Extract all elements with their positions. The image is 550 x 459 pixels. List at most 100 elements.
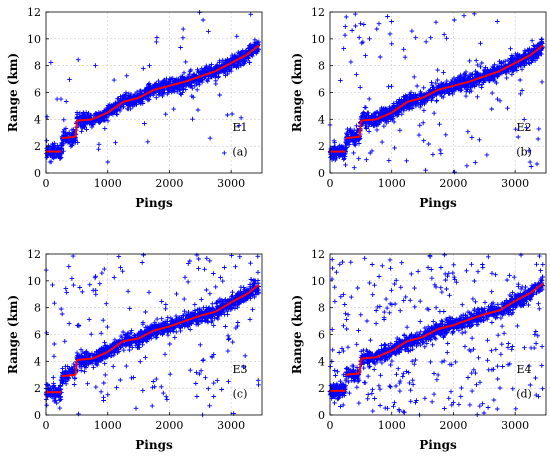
data-point bbox=[143, 309, 148, 315]
x-tick-label: 0 bbox=[43, 419, 50, 432]
y-tick-label: 6 bbox=[318, 87, 325, 100]
data-point bbox=[161, 390, 166, 396]
data-point bbox=[206, 29, 211, 34]
data-point bbox=[93, 288, 98, 293]
data-point bbox=[93, 292, 99, 297]
data-point bbox=[225, 333, 231, 339]
data-point bbox=[443, 132, 449, 138]
data-point bbox=[343, 24, 348, 29]
data-point bbox=[91, 365, 96, 370]
data-point bbox=[421, 85, 426, 91]
y-tick-label: 10 bbox=[311, 33, 325, 46]
data-point bbox=[452, 169, 457, 175]
data-point bbox=[539, 344, 545, 349]
data-point bbox=[56, 154, 61, 159]
data-point bbox=[146, 290, 152, 295]
data-point bbox=[102, 266, 107, 272]
data-point bbox=[207, 291, 213, 296]
data-point bbox=[48, 159, 54, 165]
data-point bbox=[207, 63, 212, 69]
data-point bbox=[438, 285, 444, 290]
reference-segment bbox=[199, 70, 217, 78]
data-point bbox=[160, 90, 165, 96]
data-point bbox=[338, 294, 344, 299]
data-point bbox=[236, 123, 242, 128]
data-point bbox=[234, 34, 240, 39]
data-point bbox=[142, 121, 147, 126]
data-point bbox=[52, 143, 58, 149]
data-point bbox=[79, 129, 84, 134]
data-point bbox=[111, 275, 117, 280]
data-point bbox=[195, 78, 201, 83]
data-point bbox=[385, 14, 390, 19]
data-point bbox=[256, 39, 262, 45]
experiment-id-label: E3 bbox=[232, 363, 247, 376]
data-point bbox=[342, 32, 348, 38]
data-point bbox=[489, 106, 494, 112]
data-point bbox=[495, 363, 500, 369]
data-point bbox=[88, 120, 94, 125]
data-point bbox=[141, 66, 146, 71]
data-point bbox=[238, 63, 244, 68]
data-point bbox=[463, 93, 469, 99]
data-point bbox=[489, 90, 495, 96]
panel-label: (b) bbox=[516, 145, 532, 158]
data-point bbox=[120, 268, 125, 274]
data-point bbox=[343, 311, 348, 316]
data-point bbox=[211, 380, 216, 386]
data-point bbox=[343, 162, 348, 168]
data-point bbox=[51, 354, 57, 359]
data-point bbox=[120, 93, 126, 98]
data-point bbox=[426, 141, 431, 147]
data-point bbox=[163, 302, 169, 307]
data-point bbox=[414, 83, 420, 89]
data-point bbox=[195, 67, 200, 72]
y-tick-label: 2 bbox=[34, 382, 41, 395]
data-point bbox=[200, 358, 206, 363]
data-point bbox=[392, 145, 397, 151]
data-point bbox=[165, 332, 171, 338]
reference-segment bbox=[122, 96, 139, 103]
data-point bbox=[427, 254, 433, 259]
data-point bbox=[64, 131, 70, 137]
data-point bbox=[66, 264, 72, 269]
panel-label: (c) bbox=[233, 387, 248, 400]
data-point bbox=[116, 254, 122, 259]
data-point bbox=[238, 115, 244, 121]
data-point bbox=[366, 96, 372, 102]
data-point bbox=[354, 342, 359, 347]
data-point bbox=[140, 101, 146, 106]
data-point bbox=[229, 111, 235, 117]
data-point bbox=[332, 299, 338, 304]
data-point bbox=[389, 41, 394, 47]
measurement-series bbox=[43, 252, 262, 418]
data-point bbox=[162, 87, 167, 93]
data-point bbox=[118, 265, 123, 270]
data-point bbox=[255, 254, 261, 259]
data-point bbox=[223, 73, 228, 78]
data-point bbox=[211, 394, 216, 399]
data-point bbox=[459, 385, 464, 391]
data-point bbox=[215, 75, 221, 80]
data-point bbox=[214, 71, 219, 77]
data-point bbox=[172, 335, 178, 340]
data-point bbox=[508, 46, 513, 51]
data-point bbox=[341, 46, 346, 51]
data-point bbox=[411, 74, 417, 80]
data-point bbox=[247, 43, 252, 48]
data-point bbox=[334, 269, 339, 275]
data-point bbox=[69, 276, 75, 281]
data-point bbox=[145, 139, 151, 145]
data-point bbox=[477, 380, 483, 385]
data-point bbox=[88, 331, 94, 337]
data-point bbox=[389, 19, 394, 24]
data-point bbox=[477, 137, 482, 143]
data-point bbox=[114, 112, 120, 117]
data-point bbox=[205, 78, 211, 84]
data-point bbox=[65, 132, 71, 137]
data-point bbox=[111, 77, 117, 83]
data-point bbox=[367, 36, 372, 42]
data-point bbox=[163, 111, 168, 117]
y-tick-label: 2 bbox=[318, 140, 325, 153]
data-point bbox=[61, 117, 67, 123]
